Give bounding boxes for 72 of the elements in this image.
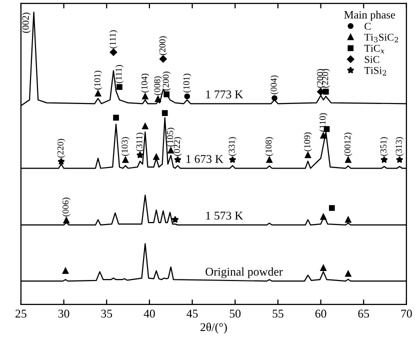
point bbox=[266, 156, 272, 163]
annotation: (002) bbox=[22, 12, 31, 33]
x-tick-label: 60 bbox=[315, 310, 326, 318]
legend-label: C bbox=[364, 22, 371, 30]
annotation: (105) bbox=[166, 128, 175, 147]
annotation: (109) bbox=[304, 132, 312, 152]
point bbox=[63, 217, 70, 224]
series-label: 1 573 K bbox=[206, 212, 244, 220]
annotation: (022) bbox=[174, 137, 182, 156]
x-axis-title: 2θ/(°) bbox=[200, 322, 227, 334]
annotation: (111) bbox=[115, 65, 124, 84]
series-label: 1 673 K bbox=[186, 155, 224, 163]
annotation: (311) bbox=[136, 132, 144, 152]
x-tick-label: 70 bbox=[401, 310, 412, 318]
legend-label: SiC bbox=[364, 56, 380, 63]
point bbox=[320, 132, 326, 139]
annotation: (004) bbox=[270, 75, 279, 94]
point bbox=[171, 216, 179, 223]
annotation: (104) bbox=[141, 74, 150, 92]
series-label: Original powder bbox=[206, 267, 283, 278]
annotation: (351) bbox=[380, 137, 388, 156]
point bbox=[184, 93, 190, 100]
point bbox=[122, 156, 129, 163]
annotation: (006) bbox=[62, 198, 70, 216]
point bbox=[228, 156, 236, 164]
annotation: (103) bbox=[121, 137, 130, 156]
x-tick-label: 25 bbox=[16, 310, 26, 318]
annotation: (0012) bbox=[344, 132, 352, 156]
point bbox=[396, 156, 404, 164]
annotation: (008) bbox=[154, 76, 162, 96]
annotation: (313) bbox=[395, 137, 404, 156]
x-tick-label: 50 bbox=[230, 310, 241, 318]
point bbox=[322, 88, 329, 95]
x-tick-label: 35 bbox=[101, 310, 112, 318]
annotation: (220) bbox=[57, 138, 66, 158]
point bbox=[345, 156, 352, 163]
annotation: (108) bbox=[265, 137, 274, 156]
legend-title: Main phase bbox=[344, 10, 396, 21]
point bbox=[136, 151, 144, 158]
x-tick-label: 30 bbox=[58, 310, 70, 318]
x-tick-label: 65 bbox=[358, 310, 370, 318]
point bbox=[113, 114, 119, 121]
point bbox=[62, 268, 69, 274]
point bbox=[160, 55, 167, 63]
point bbox=[168, 147, 174, 154]
point bbox=[162, 110, 168, 116]
point bbox=[380, 156, 388, 164]
point bbox=[328, 205, 335, 211]
point bbox=[142, 93, 148, 100]
point bbox=[58, 158, 65, 165]
point bbox=[154, 96, 162, 102]
point bbox=[110, 48, 118, 56]
point bbox=[320, 264, 326, 271]
series-label: 1 773 K bbox=[206, 90, 244, 98]
point bbox=[116, 84, 122, 90]
annotation: (200) bbox=[159, 36, 168, 56]
point bbox=[272, 95, 278, 102]
point bbox=[94, 90, 102, 97]
point bbox=[174, 156, 182, 164]
legend-label: TiSi$_{2}$ bbox=[364, 66, 386, 76]
point bbox=[153, 154, 160, 160]
legend-label: Ti$_{3}$SiC$_{2}$ bbox=[364, 34, 398, 42]
x-tick-label: 45 bbox=[186, 310, 198, 318]
annotation: (200) bbox=[162, 72, 171, 90]
point bbox=[164, 91, 170, 98]
annotation: (101) bbox=[94, 70, 102, 90]
annotation: (101) bbox=[183, 74, 192, 92]
annotation: (331) bbox=[228, 137, 237, 156]
x-tick-label: 40 bbox=[144, 310, 155, 318]
annotation: (111) bbox=[109, 30, 118, 48]
legend-label: TiC$_{x}$ bbox=[364, 44, 384, 54]
x-tick-label: 55 bbox=[272, 310, 284, 318]
